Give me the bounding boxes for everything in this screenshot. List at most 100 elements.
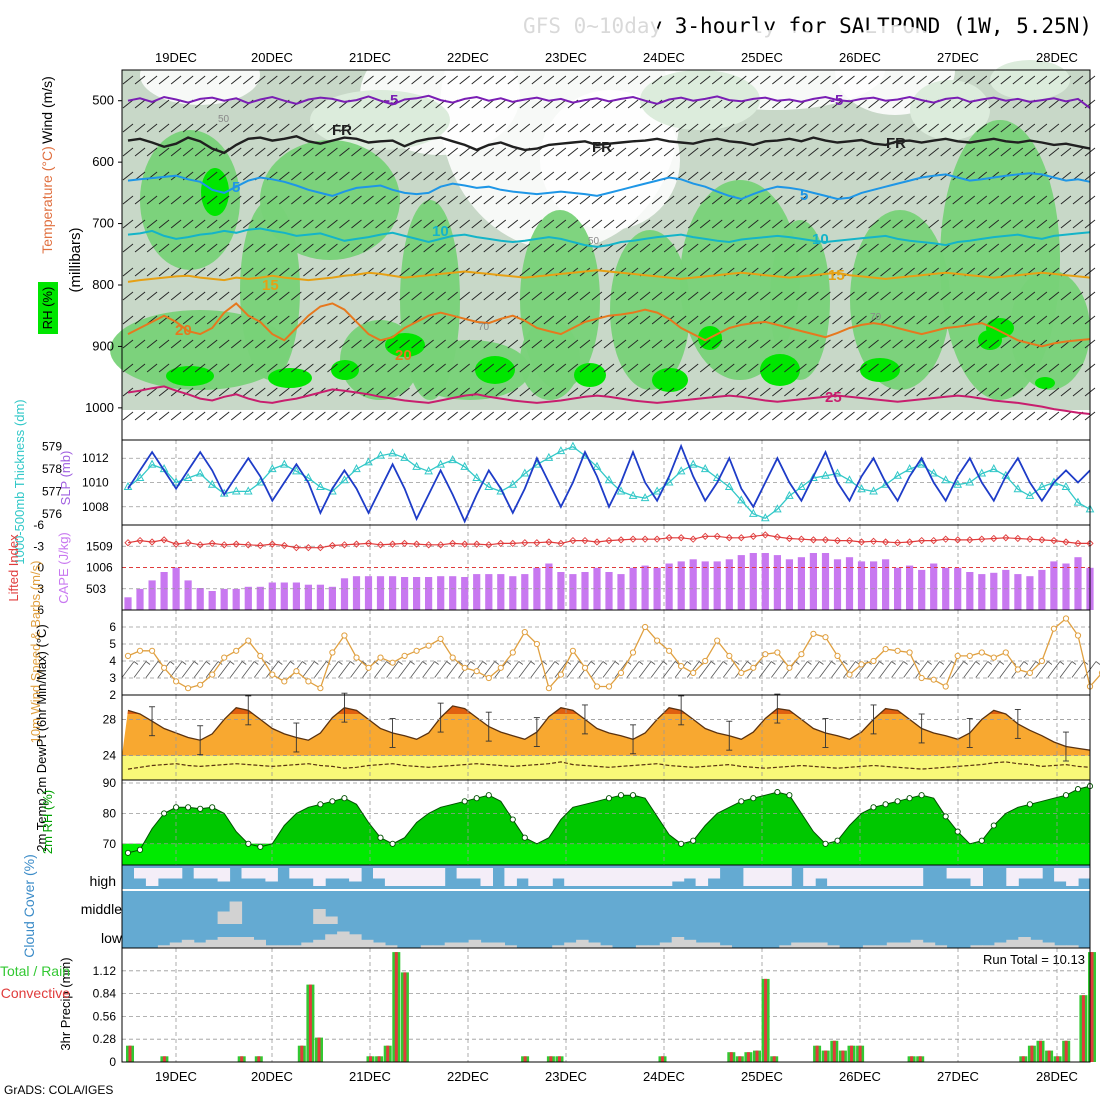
wind-barb: [1060, 363, 1072, 373]
wind-barb: [303, 387, 314, 397]
li-point: [437, 541, 445, 549]
wind-barb: [651, 339, 663, 349]
wind-barb: [735, 387, 747, 397]
wind-barb: [1012, 243, 1024, 253]
wind-barb: [928, 243, 939, 253]
surface-barb: [1047, 661, 1061, 678]
wind-barb: [687, 315, 699, 325]
surface-barb: [1059, 661, 1073, 678]
wind-barb: [567, 75, 579, 85]
wind-barb: [507, 387, 519, 397]
wind-barb: [772, 219, 783, 229]
wind-barb: [772, 171, 783, 181]
wind-barb: [964, 387, 976, 397]
wind-barb: [856, 171, 867, 181]
rh-point: [485, 792, 492, 799]
li-point: [713, 532, 721, 540]
wind-barb: [760, 123, 771, 133]
thickness-point: [724, 481, 734, 490]
wind-barb: [158, 411, 170, 421]
surface-barb: [807, 661, 820, 678]
wind-barb: [1060, 171, 1072, 181]
cape-bar: [581, 572, 589, 610]
wind-barb: [291, 267, 302, 277]
wind-barb: [988, 363, 1000, 373]
wind-barb: [748, 243, 759, 253]
wind-barb: [964, 147, 976, 157]
li-point: [978, 535, 986, 543]
wind-barb: [735, 147, 747, 157]
thickness-point: [304, 472, 313, 482]
wind-barb: [988, 411, 1000, 421]
wind-barb: [820, 99, 831, 109]
wind-barb: [399, 147, 410, 157]
rh-point: [822, 840, 829, 847]
li-point: [966, 536, 974, 544]
wind-barb: [711, 411, 723, 421]
wind-barb: [267, 99, 278, 109]
wind-barb: [784, 243, 795, 253]
wind-barb: [723, 411, 735, 421]
wind-barb: [242, 75, 254, 85]
wind-barb: [363, 243, 374, 253]
wind-barb: [928, 219, 939, 229]
wind-barb: [471, 171, 483, 181]
rh-point: [161, 810, 168, 817]
wind-barb: [495, 123, 507, 133]
li-point: [376, 541, 385, 549]
low-cloud-gap: [779, 945, 792, 949]
wind-speed-point: [858, 661, 865, 668]
high-cloud-gap: [1006, 868, 1019, 886]
wind-barb: [844, 219, 855, 229]
wind-barb: [519, 267, 531, 277]
wind-barb: [146, 411, 158, 421]
middle-cloud-gap: [313, 909, 326, 924]
wind-barb: [459, 411, 470, 421]
li-point: [833, 536, 842, 545]
wind-barb: [603, 315, 615, 325]
wind-barb: [615, 99, 627, 109]
wind-barb: [856, 219, 867, 229]
high-cloud-gap: [600, 868, 613, 886]
wind-barb: [748, 171, 759, 181]
wind-barb: [531, 219, 543, 229]
wind-barb: [230, 339, 242, 349]
wind-barb: [218, 411, 230, 421]
wind-barb: [892, 387, 903, 397]
wind-barb: [1048, 147, 1060, 157]
wind-barb: [627, 147, 639, 157]
wind-barb: [495, 411, 507, 421]
thickness-point: [773, 504, 782, 513]
wind-barb: [735, 123, 747, 133]
wind-barb: [651, 195, 663, 205]
rh-point: [834, 837, 841, 844]
wind-barb: [531, 147, 543, 157]
wind-barb: [170, 339, 182, 349]
wind-barb: [808, 99, 819, 109]
pressure-tick-2: 700: [92, 216, 114, 231]
wind-barb: [1072, 387, 1084, 397]
wind-barb: [327, 99, 338, 109]
wind-barb: [1060, 147, 1072, 157]
wind-barb: [555, 171, 567, 181]
wind-barb: [1048, 291, 1060, 301]
isotherm-label-4-1: 15: [828, 267, 845, 284]
li-point: [785, 534, 794, 543]
surface-barb-flag: [735, 661, 740, 665]
wind-barb: [291, 315, 302, 325]
date-label-top-3: 22DEC: [447, 50, 489, 65]
wind-barb: [651, 75, 663, 85]
wind-barb: [916, 363, 927, 373]
wind-barb: [627, 195, 639, 205]
li-point: [485, 541, 493, 549]
surface-barb-flag: [987, 661, 993, 665]
thickness-point: [352, 464, 361, 473]
surface-barb: [987, 661, 1001, 678]
wind-barb: [519, 387, 531, 397]
wind-barb: [423, 219, 434, 229]
wind-barb: [591, 75, 603, 85]
wind-barb: [627, 219, 639, 229]
rh-point: [1062, 792, 1070, 799]
surface-barb: [482, 661, 496, 678]
wind-barb: [928, 339, 939, 349]
